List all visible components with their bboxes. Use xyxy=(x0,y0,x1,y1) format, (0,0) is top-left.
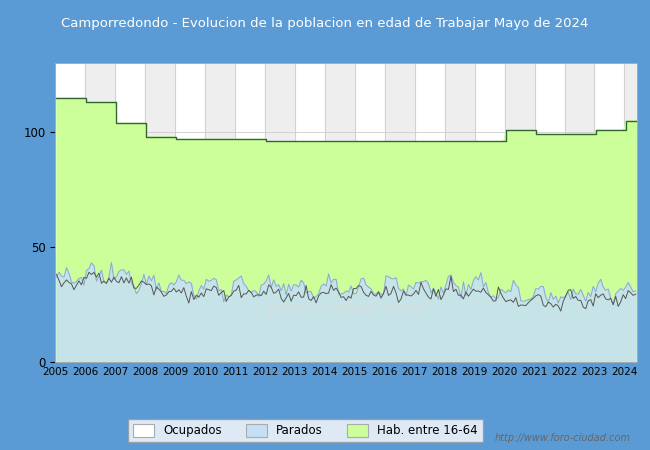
Text: foro-ciudad.com: foro-ciudad.com xyxy=(266,299,426,318)
Legend: Ocupados, Parados, Hab. entre 16-64: Ocupados, Parados, Hab. entre 16-64 xyxy=(128,419,483,442)
Bar xyxy=(265,63,295,362)
Text: Camporredondo - Evolucion de la poblacion en edad de Trabajar Mayo de 2024: Camporredondo - Evolucion de la poblacio… xyxy=(61,17,589,30)
Bar xyxy=(145,63,175,362)
Bar xyxy=(445,63,474,362)
Bar xyxy=(205,63,235,362)
Bar xyxy=(504,63,534,362)
Text: http://www.foro-ciudad.com: http://www.foro-ciudad.com xyxy=(495,433,630,443)
Bar xyxy=(325,63,355,362)
Bar xyxy=(564,63,595,362)
Bar xyxy=(85,63,115,362)
Bar xyxy=(385,63,415,362)
Bar xyxy=(625,63,637,362)
